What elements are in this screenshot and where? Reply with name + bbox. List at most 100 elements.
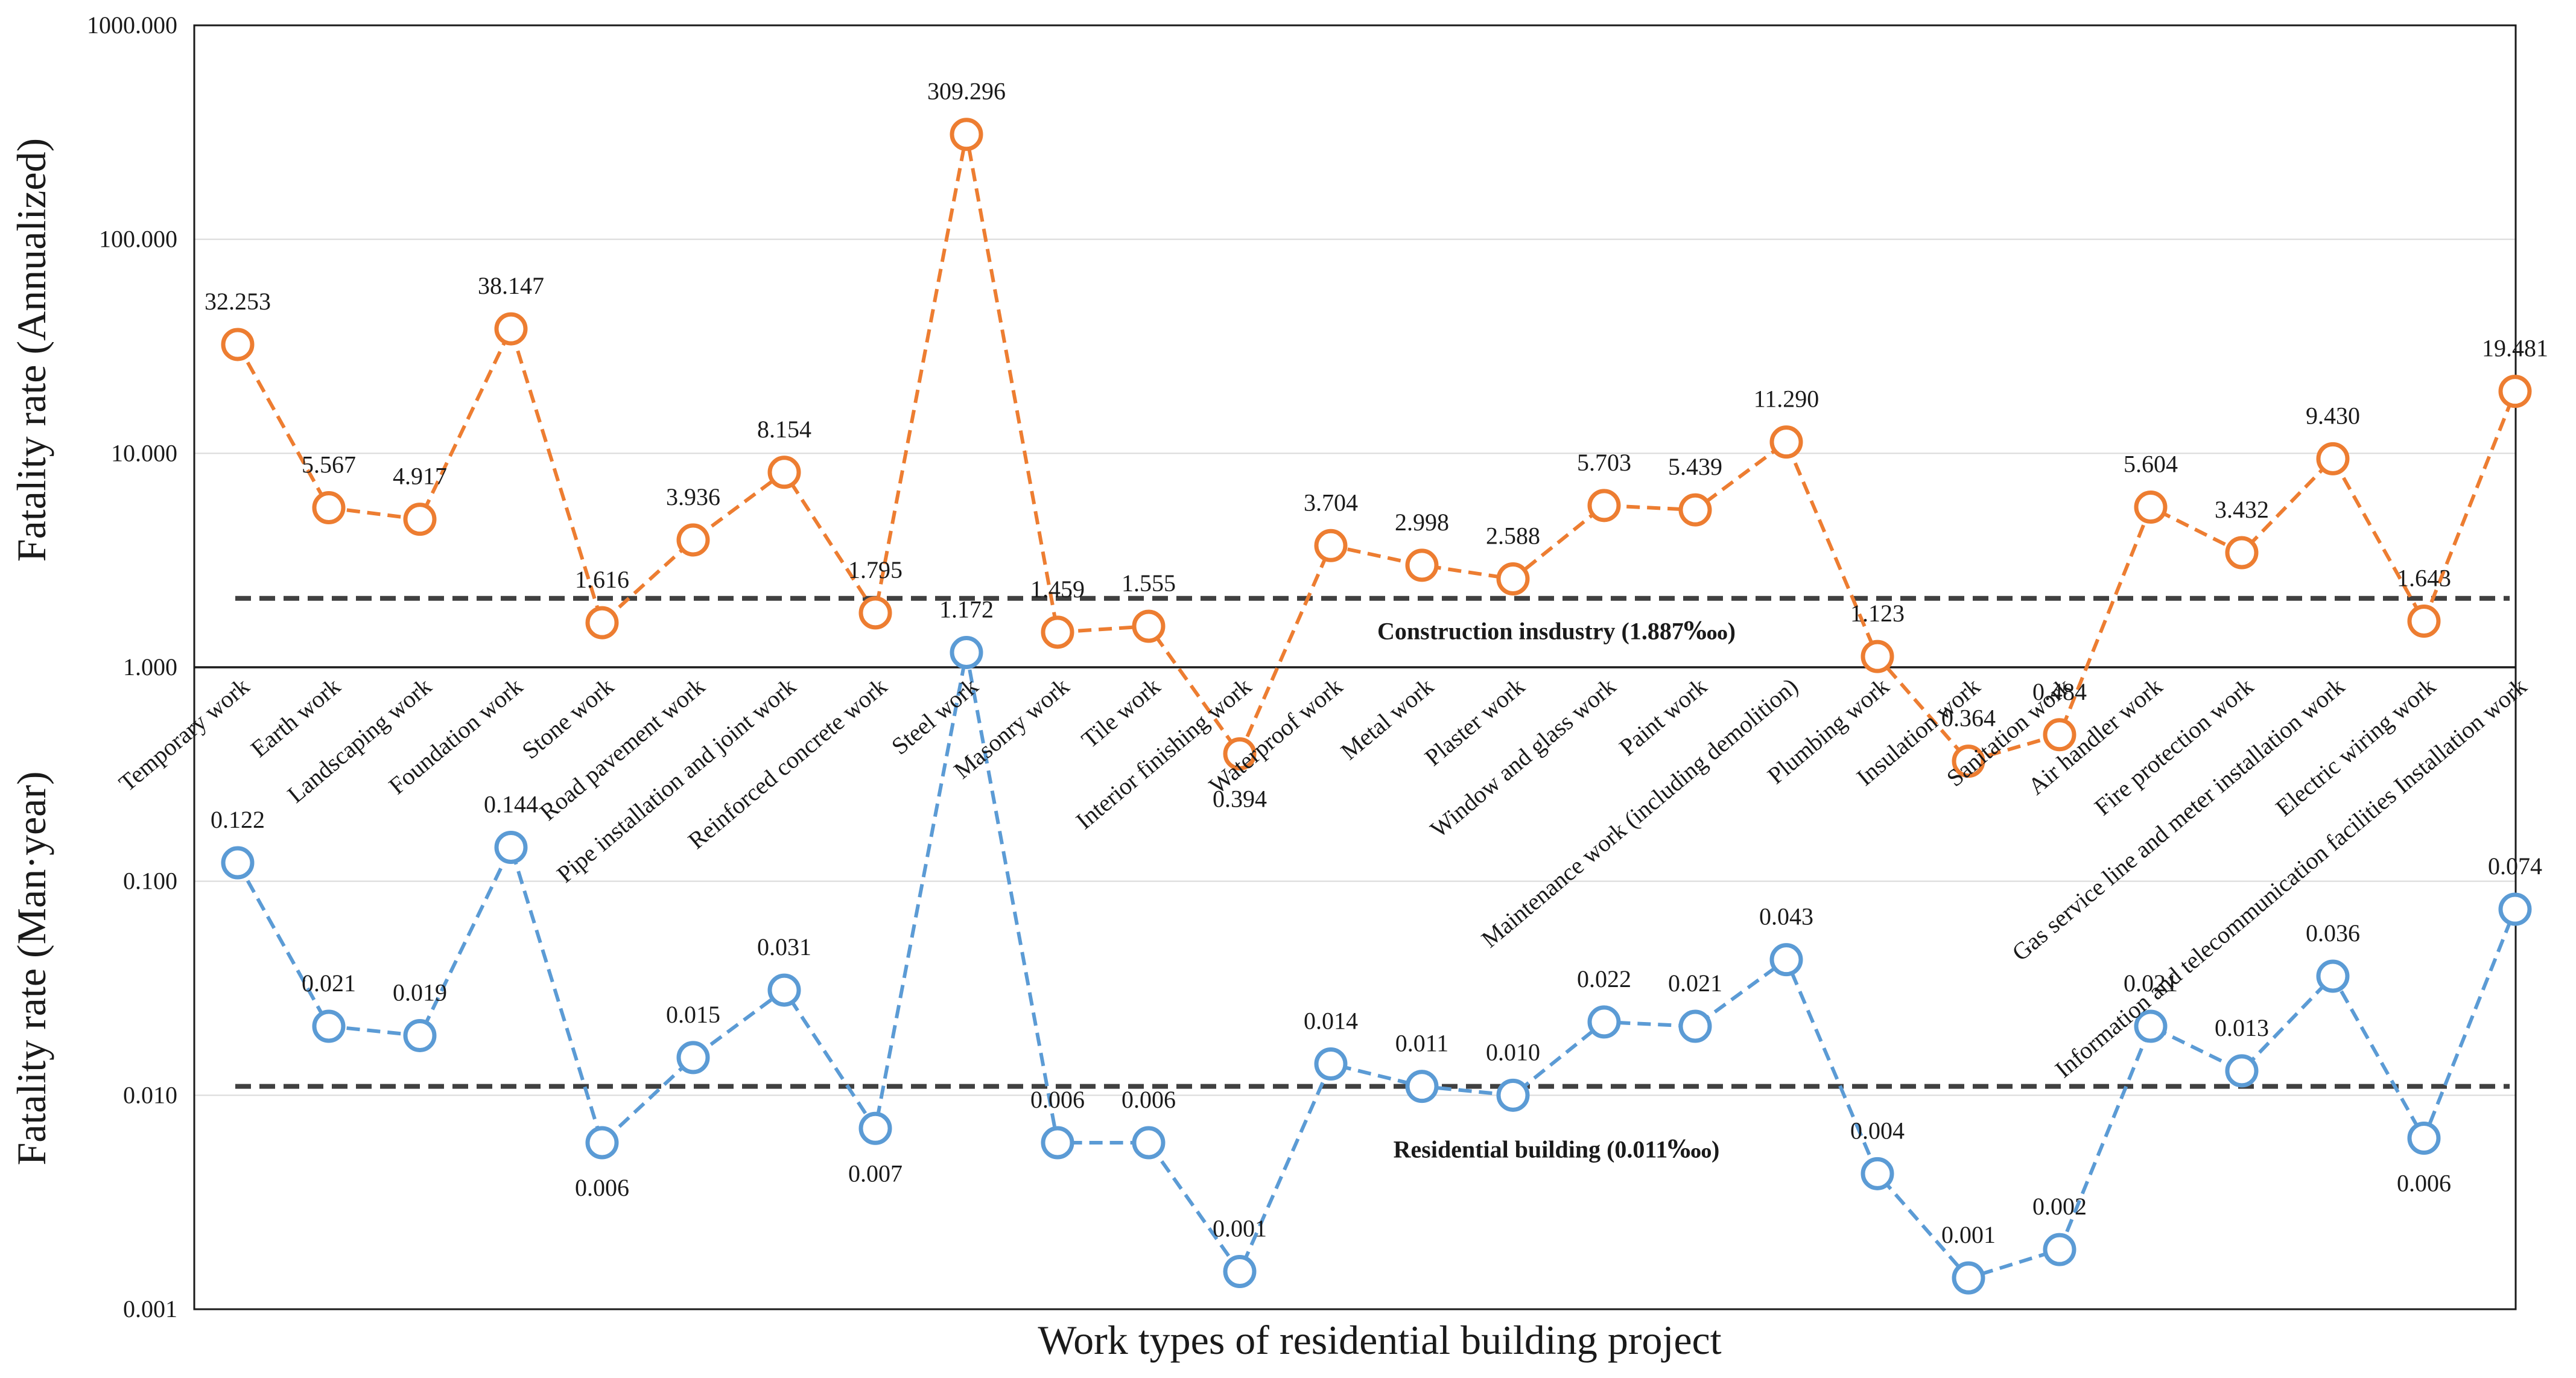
gridlines [194, 238, 2516, 1096]
data-point [312, 491, 346, 525]
data-point [494, 312, 528, 346]
data-point [312, 1009, 346, 1043]
data-label: 0.006 [2397, 1170, 2451, 1197]
data-label: 0.144 [484, 791, 538, 818]
series-man-year: 0.122 0.021 0.019 0.144 0.006 0.015 0.031 0.007… [211, 596, 2542, 1295]
data-point [585, 1126, 619, 1160]
data-point [2316, 442, 2350, 475]
y-tick-label: 0.001 [123, 1295, 177, 1322]
data-label: 11.290 [1754, 386, 1819, 413]
data-point [2225, 1054, 2259, 1088]
y-tick-label: 1.000 [123, 653, 177, 681]
data-point [2043, 718, 2076, 752]
data-label: 1.616 [575, 566, 629, 593]
data-label: 309.296 [927, 78, 1006, 105]
data-point [403, 503, 437, 536]
data-label: 5.604 [2124, 451, 2178, 478]
data-point [1041, 1126, 1074, 1160]
category-label: Road pavement work [535, 672, 710, 825]
data-label: 3.432 [2215, 496, 2269, 523]
series-annualized: 32.253 5.567 4.917 38.147 1.616 3.936 8.154 1.7… [205, 78, 2548, 813]
data-point [2498, 892, 2532, 926]
data-label: 4.917 [393, 463, 447, 490]
data-label: 0.004 [1850, 1117, 1905, 1144]
data-point [1405, 1070, 1439, 1103]
data-point [1678, 1009, 1712, 1043]
data-point [2043, 1233, 2076, 1266]
data-label: 0.001 [1213, 1215, 1267, 1242]
data-point [494, 831, 528, 865]
data-label: 0.001 [1941, 1221, 1996, 1248]
data-label: 0.021 [1668, 970, 1722, 997]
data-label: 0.006 [575, 1174, 629, 1201]
data-point [767, 456, 801, 489]
data-point [1678, 493, 1712, 527]
data-point [1314, 529, 1348, 562]
data-point [858, 596, 892, 630]
data-label: 19.481 [2482, 335, 2548, 362]
reference-label: Residential building (0.011‱) [1394, 1136, 1720, 1163]
data-point [767, 973, 801, 1007]
data-label: 0.010 [1486, 1038, 1540, 1065]
data-point [2498, 375, 2532, 408]
data-point [1952, 745, 1985, 778]
data-label: 1.555 [1121, 570, 1176, 597]
data-label: 0.021 [302, 970, 356, 997]
data-point [1314, 1047, 1348, 1081]
data-label: 0.022 [1577, 965, 1631, 992]
data-label: 0.074 [2488, 853, 2542, 880]
data-point [2407, 1122, 2441, 1155]
data-point [221, 846, 255, 880]
data-label: 0.394 [1213, 785, 1267, 812]
series-line [236, 134, 2517, 764]
series-layer: 32.253 5.567 4.917 38.147 1.616 3.936 8.154 1.7… [205, 78, 2548, 1295]
data-label: 3.936 [666, 483, 720, 510]
data-label: 0.006 [1121, 1086, 1176, 1113]
category-label: Fire protection work [2089, 672, 2259, 821]
data-label: 0.364 [1941, 705, 1996, 732]
data-label: 0.043 [1759, 903, 1813, 930]
data-label: 3.704 [1304, 489, 1358, 516]
data-point [1496, 1078, 1530, 1112]
data-point [676, 1041, 710, 1075]
data-point [1769, 943, 1803, 977]
category-label: Electric wiring work [2270, 672, 2440, 821]
data-point [858, 1111, 892, 1145]
y-tick-label: 0.100 [123, 868, 177, 895]
data-point [1132, 1126, 1166, 1160]
data-label: 1.172 [939, 596, 994, 623]
category-label: Maintenance work (including demolition) [1476, 672, 1803, 953]
data-point [1132, 609, 1166, 643]
y-axis-title-lower: Fatality rate (Man·year) [8, 771, 54, 1165]
data-point [2407, 605, 2441, 638]
y-tick-label: 10.000 [111, 439, 177, 466]
data-label: 0.011 [1395, 1030, 1449, 1057]
data-point [1587, 1005, 1621, 1039]
data-label: 5.439 [1668, 453, 1722, 480]
data-point [1587, 489, 1621, 522]
data-label: 0.031 [757, 933, 811, 960]
data-label: 2.998 [1395, 509, 1449, 536]
data-label: 0.036 [2306, 919, 2360, 947]
category-label: Temporary work [113, 672, 255, 796]
data-point [1041, 615, 1074, 649]
x-axis-title: Work types of residential building proje… [1038, 1317, 1721, 1363]
data-label: 32.253 [205, 288, 271, 315]
data-point [403, 1018, 437, 1052]
y-axis-ticks: 0.001 0.010 0.100 1.000 10.000 100.000 1000.00… [87, 11, 177, 1322]
data-label: 2.588 [1486, 522, 1540, 550]
data-label: 0.484 [2032, 678, 2087, 705]
category-label: Tile work [1076, 672, 1166, 753]
data-label: 0.006 [1030, 1086, 1085, 1113]
data-label: 5.703 [1577, 449, 1631, 476]
data-label: 1.643 [2397, 565, 2451, 592]
data-point [950, 636, 983, 670]
data-label: 0.015 [666, 1001, 720, 1028]
data-point [1496, 562, 1530, 596]
data-point [1861, 640, 1894, 673]
data-point [2134, 1009, 2168, 1043]
data-label: 0.002 [2032, 1193, 2087, 1220]
data-point [2134, 491, 2168, 524]
data-label: 8.154 [757, 416, 811, 443]
